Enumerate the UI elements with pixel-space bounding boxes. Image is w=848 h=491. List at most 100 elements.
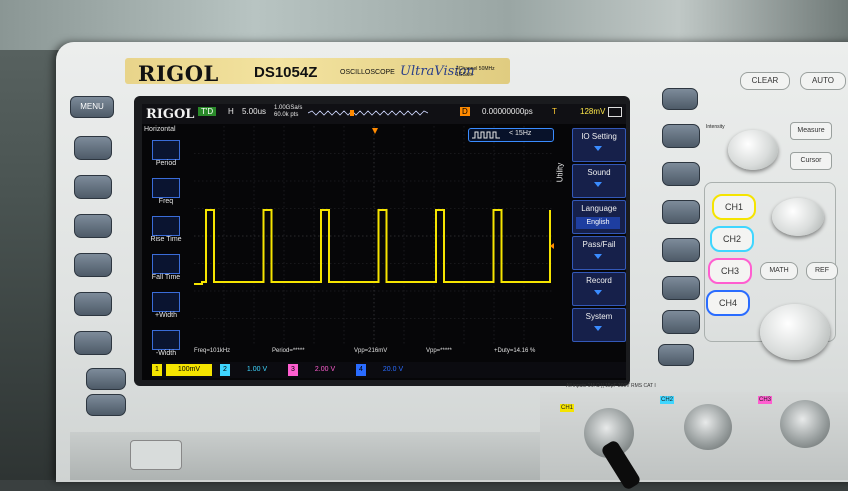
channel-scale-readout: 100mV [166,364,212,376]
input-rating-note: All inputs 1M Ω || 15pF 300V RMS CAT I [566,383,656,389]
trigger-label: T [552,107,557,116]
page-down-button[interactable] [86,394,126,416]
channel-scale-readout: 20.0 V [382,366,404,373]
utility-menu: Utility IO Setting Sound Language English Pa… [555,126,626,354]
softkey-button-5[interactable] [662,276,700,300]
channel-scale-readout: 1.00 V [246,366,268,373]
measurement-readout: Vpp=***** [426,348,452,354]
battery-icon [608,107,622,117]
measure-item-icon [152,140,180,160]
chevron-down-icon [594,290,602,295]
measure-menu-title: Horizontal [144,126,176,133]
instrument-type: OSCILLOSCOPE [340,69,395,76]
ref-button[interactable]: REF [806,262,838,280]
utility-menu-label: Language [581,204,617,213]
page-up-button[interactable] [86,368,126,390]
softkey-down-button[interactable] [658,344,694,366]
left-side-button-6[interactable] [74,331,112,355]
measurement-readout: Period=***** [272,348,305,354]
clear-button[interactable]: CLEAR [740,72,790,90]
ch1-waveform [194,209,551,285]
measure-item-label: -Width [155,350,177,357]
memory-depth-value: 60.0k pts [274,112,299,118]
channel-number-badge: 2 [220,364,230,376]
utility-menu-label: Pass/Fail [582,240,616,249]
math-button[interactable]: MATH [760,262,798,280]
ch1-input-label: CH1 [560,404,575,412]
memory-position-bar [308,110,428,116]
trigger-position-marker [372,128,378,134]
channel-number-badge: 4 [356,364,366,376]
ch2-button[interactable]: CH2 [710,226,754,252]
delay-label: D [460,107,470,116]
ch3-button[interactable]: CH3 [708,258,752,284]
utility-menu-item[interactable]: System [572,308,626,342]
channel-bar: 1 100mV 2 1.00 V 3 2.00 V 4 20.0 V [152,362,626,378]
left-side-button-5[interactable] [74,292,112,316]
measure-item-label: Rise Time [150,236,182,243]
left-side-button-4[interactable] [74,253,112,277]
timebase-value: 5.00us [242,107,267,116]
measure-button[interactable]: Measure [790,122,832,140]
utility-tab-label: Utility [555,162,565,183]
left-side-button-1[interactable] [74,136,112,160]
display-screen: RIGOL T'D H 5.00us 1.00GSa/s 60.0k pts D… [142,104,626,380]
chevron-down-icon [594,182,602,187]
sample-rate-value: 1.00GSa/s [274,105,303,111]
utility-menu-label: IO Setting [581,132,617,141]
utility-menu-item[interactable]: Pass/Fail [572,236,626,270]
ch3-input-label: CH3 [758,396,773,404]
measure-item-icon [152,178,180,198]
menu-button[interactable]: MENU [70,96,114,118]
left-side-button-2[interactable] [74,175,112,199]
chevron-down-icon [594,146,602,151]
measurement-readout: Vpp=216mV [354,348,388,354]
softkey-button-1[interactable] [662,124,700,148]
status-bar: RIGOL T'D H 5.00us 1.00GSa/s 60.0k pts D… [142,104,626,124]
measure-item-icon [152,254,180,274]
measurement-bar: Freq=101kHz Period=***** Vpp=216mV Vpp=****… [194,348,558,358]
run-state-badge: T'D [198,107,217,116]
left-side-button-3[interactable] [74,214,112,238]
cursor-button[interactable]: Cursor [790,152,832,170]
softkey-up-button[interactable] [662,88,698,110]
ch2-input-label: CH2 [660,396,675,404]
ch1-button[interactable]: CH1 [712,194,756,220]
channel-number-badge: 1 [152,364,162,376]
measure-item-label: Fall Time [151,274,181,281]
ch3-bnc-connector[interactable] [780,400,830,448]
chevron-down-icon [594,254,602,259]
measure-item-label: Freq [158,198,174,205]
vertical-position-knob[interactable] [772,198,824,236]
measure-item-label: Period [155,160,177,167]
channel-number-badge: 3 [288,364,298,376]
softkey-button-6[interactable] [662,310,700,334]
utility-menu-item[interactable]: Sound [572,164,626,198]
measure-item-icon [152,292,180,312]
power-button[interactable] [130,440,182,470]
lab-window [0,0,848,50]
intensity-label: Intensity [706,124,725,130]
softkey-button-3[interactable] [662,200,700,224]
square-wave-icon [472,131,500,139]
utility-menu-label: Record [586,276,612,285]
intensity-knob[interactable] [728,130,778,170]
frequency-readout: < 15Hz [509,130,532,137]
softkey-button-2[interactable] [662,162,700,186]
softkey-button-4[interactable] [662,238,700,262]
utility-menu-item[interactable]: Record [572,272,626,306]
utility-menu-item[interactable]: IO Setting [572,128,626,162]
model-name: DS1054Z [254,64,318,81]
measure-item-icon [152,216,180,236]
auto-button[interactable]: AUTO [800,72,846,90]
ch4-button[interactable]: CH4 [706,290,750,316]
screen-logo: RIGOL [146,107,195,122]
vertical-scale-knob[interactable] [760,304,830,360]
chevron-down-icon [594,326,602,331]
utility-menu-item[interactable]: Language English [572,200,626,234]
measure-menu: Horizontal Period Freq Rise Time Fall Time +… [142,126,190,357]
brand-logo: RIGOL [138,61,219,86]
measurement-readout: +Duty=14.16 % [494,348,536,354]
ch2-bnc-connector[interactable] [684,404,732,450]
utility-menu-value: English [576,217,620,229]
